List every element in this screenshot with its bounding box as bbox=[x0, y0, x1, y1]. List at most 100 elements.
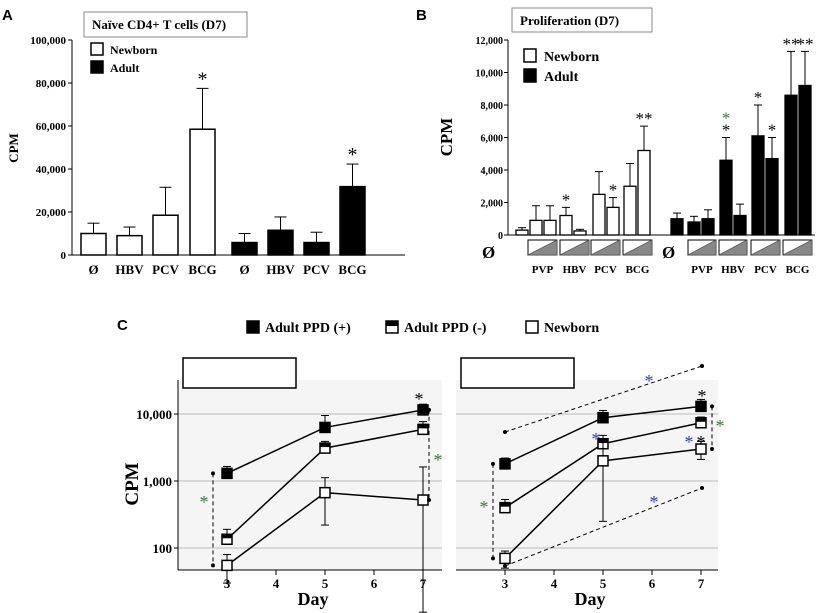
y-tick-label: 2,000 bbox=[481, 199, 504, 210]
y-axis-label: CPM bbox=[437, 118, 456, 157]
x-tick-label: 5 bbox=[322, 576, 329, 591]
x-stimulus-label: BCG bbox=[786, 264, 810, 276]
bar bbox=[592, 193, 606, 236]
data-point-band bbox=[696, 417, 706, 422]
data-point-band bbox=[222, 534, 232, 539]
legend-label: Newborn bbox=[544, 321, 599, 336]
data-point bbox=[597, 411, 609, 424]
data-point bbox=[695, 443, 707, 455]
legend-swatch bbox=[523, 48, 537, 63]
x-tick-label: Ø bbox=[239, 262, 249, 277]
x-stimulus-label: PCV bbox=[754, 264, 777, 276]
bar bbox=[267, 229, 294, 256]
legend-swatch bbox=[525, 320, 539, 334]
y-tick-label: 12,000 bbox=[476, 36, 504, 47]
significance-star: * bbox=[609, 181, 618, 200]
plot-background bbox=[178, 380, 442, 570]
x-axis-label: Day bbox=[298, 589, 329, 609]
y-tick-label: 100 bbox=[153, 541, 173, 556]
chart-title: Proliferation (D7) bbox=[520, 13, 619, 28]
significance-star-blue: * bbox=[685, 432, 694, 452]
bar-zero bbox=[670, 218, 684, 236]
significance-star-green: * bbox=[200, 492, 209, 512]
chart-a: 0 20,000 40,000 60,000 80,000 100,000 CPM Naïve… bbox=[6, 11, 405, 277]
bar bbox=[559, 214, 573, 236]
x-stimulus-label: BCG bbox=[626, 264, 650, 276]
x-stimulus-label: PVP bbox=[532, 264, 554, 276]
x-tick-label: 6 bbox=[371, 576, 378, 591]
significance-star: * bbox=[562, 190, 571, 209]
dose-wedge bbox=[718, 239, 748, 256]
data-point-band bbox=[500, 502, 510, 507]
title-box bbox=[511, 7, 653, 33]
bar bbox=[687, 221, 701, 236]
x-label-zero: Ø bbox=[662, 243, 675, 262]
legend-label: Newborn bbox=[110, 43, 158, 57]
dose-wedge bbox=[527, 239, 558, 256]
bar bbox=[719, 159, 733, 236]
y-tick-label: 10,000 bbox=[136, 407, 172, 422]
chart-title: Naïve CD4+ T cells (D7) bbox=[92, 17, 226, 32]
dose-wedge bbox=[782, 239, 813, 256]
bar bbox=[303, 241, 330, 256]
significance-star: ** bbox=[783, 34, 800, 53]
bar bbox=[606, 206, 620, 236]
bracket-end bbox=[427, 407, 431, 412]
significance-star: * bbox=[198, 68, 208, 90]
data-point bbox=[499, 458, 511, 470]
data-point bbox=[695, 400, 707, 413]
x-stimulus-label: PCV bbox=[594, 264, 617, 276]
significance-star: * bbox=[415, 389, 424, 409]
significance-star: * bbox=[768, 121, 777, 140]
significance-star-green: * bbox=[716, 416, 725, 436]
legend-swatch bbox=[246, 320, 260, 334]
y-tick-label: 20,000 bbox=[36, 207, 67, 219]
bar bbox=[116, 234, 143, 256]
legend-swatch bbox=[90, 42, 104, 56]
bar bbox=[733, 214, 747, 236]
y-tick-label: 0 bbox=[61, 250, 67, 262]
bar bbox=[701, 218, 715, 236]
data-point bbox=[221, 559, 233, 572]
legend-label: Adult PPD (-) bbox=[404, 321, 487, 336]
bar bbox=[80, 232, 107, 256]
bracket-end bbox=[700, 364, 704, 368]
significance-star-green: * bbox=[434, 450, 443, 470]
y-tick-label: 40,000 bbox=[36, 164, 67, 176]
x-tick-label: Ø bbox=[88, 262, 98, 277]
panel-title-box bbox=[182, 357, 297, 389]
x-tick-label: 6 bbox=[649, 576, 656, 591]
data-point bbox=[319, 421, 331, 434]
envelope-dashed bbox=[504, 487, 703, 567]
significance-star-blue: * bbox=[645, 371, 654, 391]
chart-b: 0 2,000 4,000 6,000 8,000 10,000 12,000 CPM Prol… bbox=[437, 7, 815, 276]
x-tick-label: 7 bbox=[698, 576, 705, 591]
panel-letter-a: A bbox=[2, 7, 13, 24]
bar bbox=[765, 157, 779, 236]
significance-star: * bbox=[698, 386, 707, 406]
significance-star-blue: * bbox=[650, 492, 659, 512]
legend-label: Adult PPD (+) bbox=[265, 321, 351, 336]
y-axis-label: CPM bbox=[6, 133, 21, 163]
significance-star: ** bbox=[636, 109, 653, 128]
x-tick-label: 3 bbox=[502, 576, 509, 591]
y-tick-label: 10,000 bbox=[476, 69, 504, 80]
significance-star: * bbox=[754, 88, 763, 107]
title-box bbox=[83, 11, 248, 38]
data-point bbox=[597, 455, 609, 467]
y-axis-label: CPM bbox=[122, 462, 143, 505]
bracket-end bbox=[491, 556, 495, 561]
y-tick-label: 60,000 bbox=[36, 121, 67, 133]
panel-letter-c: C bbox=[117, 317, 128, 334]
bar bbox=[637, 149, 651, 236]
x-stimulus-label: HBV bbox=[721, 264, 745, 276]
legend-label: Newborn bbox=[544, 50, 599, 65]
x-tick-label: HBV bbox=[266, 262, 295, 277]
panel-letter-b: B bbox=[416, 7, 427, 24]
bracket-end bbox=[710, 447, 714, 452]
legend-label: Adult bbox=[110, 61, 139, 75]
bar bbox=[231, 241, 258, 256]
bracket-end bbox=[700, 486, 704, 490]
bar bbox=[339, 185, 366, 256]
